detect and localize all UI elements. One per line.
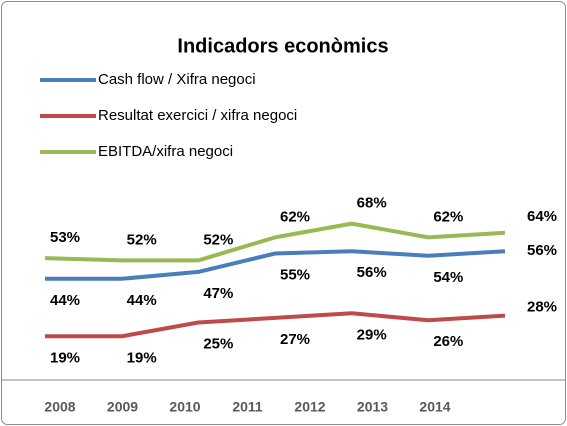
legend-label: Cash flow / Xifra negoci <box>98 71 256 88</box>
data-label: 54% <box>433 269 463 286</box>
data-label: 55% <box>280 266 310 283</box>
x-tick-label: 2011 <box>232 399 263 415</box>
data-label: 25% <box>203 335 233 352</box>
data-label: 62% <box>433 208 463 225</box>
data-label: 64% <box>527 208 557 225</box>
x-tick-label: 2009 <box>107 399 138 415</box>
x-tick-label: 2008 <box>44 399 75 415</box>
data-label: 29% <box>357 326 387 343</box>
data-label: 28% <box>527 299 557 316</box>
data-label: 27% <box>280 331 310 348</box>
data-label: 26% <box>433 333 463 350</box>
data-label: 52% <box>127 231 157 248</box>
chart-title: Indicadors econòmics <box>177 35 388 57</box>
series-line <box>45 249 506 281</box>
data-label: 47% <box>203 285 233 302</box>
data-label: 44% <box>127 292 157 309</box>
x-tick-label: 2014 <box>419 399 450 415</box>
x-tick-label: 2010 <box>169 399 200 415</box>
data-label: 44% <box>50 292 80 309</box>
data-label: 53% <box>50 229 80 246</box>
legend-label: EBITDA/xifra negoci <box>98 143 233 160</box>
data-label: 62% <box>280 208 310 225</box>
series-line <box>44 221 506 263</box>
x-tick-label: 2012 <box>294 399 325 415</box>
x-tick-label: 2013 <box>357 399 388 415</box>
data-label: 19% <box>50 349 80 366</box>
data-label: 19% <box>127 349 157 366</box>
data-label: 68% <box>357 195 387 212</box>
data-label: 56% <box>357 264 387 281</box>
data-label: 56% <box>527 242 557 259</box>
data-label: 52% <box>203 231 233 248</box>
legend-label: Resultat exercici / xifra negoci <box>98 107 297 124</box>
series-line <box>45 311 506 339</box>
